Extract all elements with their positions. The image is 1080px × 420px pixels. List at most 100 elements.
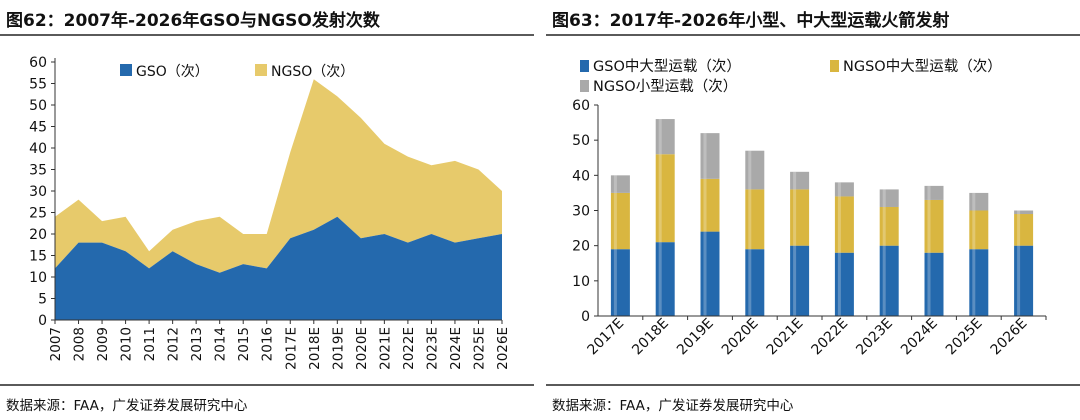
bar-segment-shade <box>613 249 617 316</box>
y-tick-label: 10 <box>29 270 47 286</box>
bar-segment-shade <box>837 196 841 253</box>
bar-segment-ngso-medium-large <box>745 189 765 250</box>
right-figure-title: 图63：2017年-2026年小型、中大型运载火箭发射 <box>552 11 950 31</box>
bar-segment-shade <box>972 210 976 250</box>
bar-segment-ngso-medium-large <box>924 199 944 253</box>
bar-segment-ngso-medium-large <box>610 192 630 250</box>
bar-segment-shade <box>972 192 976 211</box>
y-tick-label: 10 <box>572 274 590 290</box>
x-tick-label: 2008 <box>72 327 88 361</box>
gso-ngso-area-chart: 0 5 10 15 20 25 30 35 40 45 50 55 60 2007 2008 2009 2010… <box>29 55 511 370</box>
bar-segment-shade <box>927 199 931 253</box>
x-tick-label: 2024E <box>448 327 464 370</box>
right-panel: 图63：2017年-2026年小型、中大型运载火箭发射 2017E 2018E 20… <box>546 0 1080 420</box>
x-tick-label: 2014 <box>213 327 229 361</box>
bar-segment-shade <box>1017 214 1021 246</box>
bar-segment-gso-medium-large <box>924 252 944 316</box>
x-tick-label: 2022E <box>401 327 417 370</box>
bar-segment-gso-medium-large <box>610 249 630 316</box>
x-tick-label: 2013 <box>189 327 205 361</box>
bar-segment-gso-medium-large <box>969 249 989 316</box>
bar-segment-shade <box>1017 245 1021 316</box>
rocket-launch-bar-chart: 2017E 2018E 2019E 2020E 2021E 2022E 2023E 2024E… <box>572 58 1047 359</box>
legend-label-ngso-small: NGSO小型运载（次） <box>593 78 737 95</box>
y-tick-label: 0 <box>581 309 590 325</box>
bar-segment-gso-medium-large <box>790 245 810 316</box>
bar-segment-shade <box>927 252 931 316</box>
x-tick-label: 2012 <box>166 327 182 361</box>
y-tick-label: 55 <box>29 77 47 93</box>
bar-segment-gso-medium-large <box>879 245 899 316</box>
x-tick-label: 2007 <box>48 327 64 361</box>
legend-swatch-gso <box>120 64 132 76</box>
y-tick-label: 20 <box>572 239 590 255</box>
x-tick-label: 2011 <box>142 327 158 361</box>
x-tick-label: 2015 <box>236 327 252 361</box>
y-tick-label: 15 <box>29 249 47 265</box>
bar-segment-ngso-small <box>655 119 675 155</box>
legend-swatch-gso-medium-large <box>580 60 589 72</box>
legend-label-ngso-medium-large: NGSO中大型运载（次） <box>843 58 1002 75</box>
y-tick-label: 50 <box>572 133 590 149</box>
bar-segment-shade <box>1017 210 1021 215</box>
bar-segment-ngso-medium-large <box>969 210 989 250</box>
bar-segment-shade <box>882 189 886 207</box>
gso-area-series <box>55 216 502 320</box>
bar-segment-ngso-small <box>879 189 899 207</box>
y-tick-label: 30 <box>572 204 590 220</box>
legend-label-ngso: NGSO（次） <box>271 64 354 80</box>
bar-segment-shade <box>613 175 617 193</box>
bar-segment-ngso-medium-large <box>655 154 675 243</box>
legend-swatch-ngso <box>255 64 267 76</box>
bar-segment-gso-medium-large <box>700 231 720 316</box>
bar-segment-shade <box>882 206 886 246</box>
x-tick-label: 2025E <box>943 316 986 359</box>
x-tick-label: 2010 <box>119 327 135 361</box>
x-tick-label: 2026E <box>495 327 511 370</box>
x-tick-label: 2021E <box>377 327 393 370</box>
bar-segment-ngso-small <box>969 192 989 211</box>
x-tick-label: 2019E <box>674 316 717 359</box>
bar-segment-shade <box>748 150 752 190</box>
y-tick-label: 60 <box>572 98 590 114</box>
x-tick-label: 2023E <box>853 316 896 359</box>
bar-segment-ngso-small <box>924 185 944 200</box>
bar-segment-gso-medium-large <box>834 252 854 316</box>
y-tick-label: 35 <box>29 163 47 179</box>
legend-label-gso-medium-large: GSO中大型运载（次） <box>593 58 741 75</box>
x-tick-label: 2024E <box>898 316 941 359</box>
y-tick-label: 30 <box>29 184 47 200</box>
bar-segment-shade <box>748 189 752 250</box>
y-tick-label: 45 <box>29 120 47 136</box>
x-tick-label: 2022E <box>808 316 851 359</box>
y-tick-label: 40 <box>29 141 47 157</box>
bar-segment-ngso-medium-large <box>1014 214 1034 246</box>
bar-segment-ngso-small <box>745 150 765 190</box>
bar-segment-shade <box>793 189 797 246</box>
left-source-note: 数据来源：FAA，广发证券发展研究中心 <box>6 398 248 414</box>
x-tick-label: 2017E <box>283 327 299 370</box>
bar-segment-shade <box>927 185 931 200</box>
bar-segment-ngso-small <box>1014 210 1034 215</box>
bar-segment-ngso-small <box>700 133 720 179</box>
right-top-rule <box>546 34 1080 36</box>
bar-segment-ngso-medium-large <box>790 189 810 246</box>
y-tick-label: 20 <box>29 227 47 243</box>
x-tick-label: 2016 <box>260 327 276 361</box>
bar-segment-shade <box>658 119 662 155</box>
x-tick-label: 2020E <box>719 316 762 359</box>
bar-segment-ngso-small <box>610 175 630 193</box>
x-tick-label: 2021E <box>764 316 807 359</box>
x-tick-label: 2026E <box>988 316 1031 359</box>
bar-segment-shade <box>748 249 752 316</box>
bar-segment-shade <box>658 242 662 316</box>
bar-segment-ngso-small <box>790 171 810 190</box>
bar-segment-ngso-small <box>834 182 854 197</box>
bar-segment-shade <box>793 171 797 190</box>
y-tick-label: 0 <box>38 313 47 329</box>
x-tick-label: 2018E <box>307 327 323 370</box>
y-tick-label: 50 <box>29 98 47 114</box>
bar-segment-ngso-medium-large <box>700 178 720 232</box>
bar-segment-shade <box>613 192 617 250</box>
bar-segment-shade <box>972 249 976 316</box>
